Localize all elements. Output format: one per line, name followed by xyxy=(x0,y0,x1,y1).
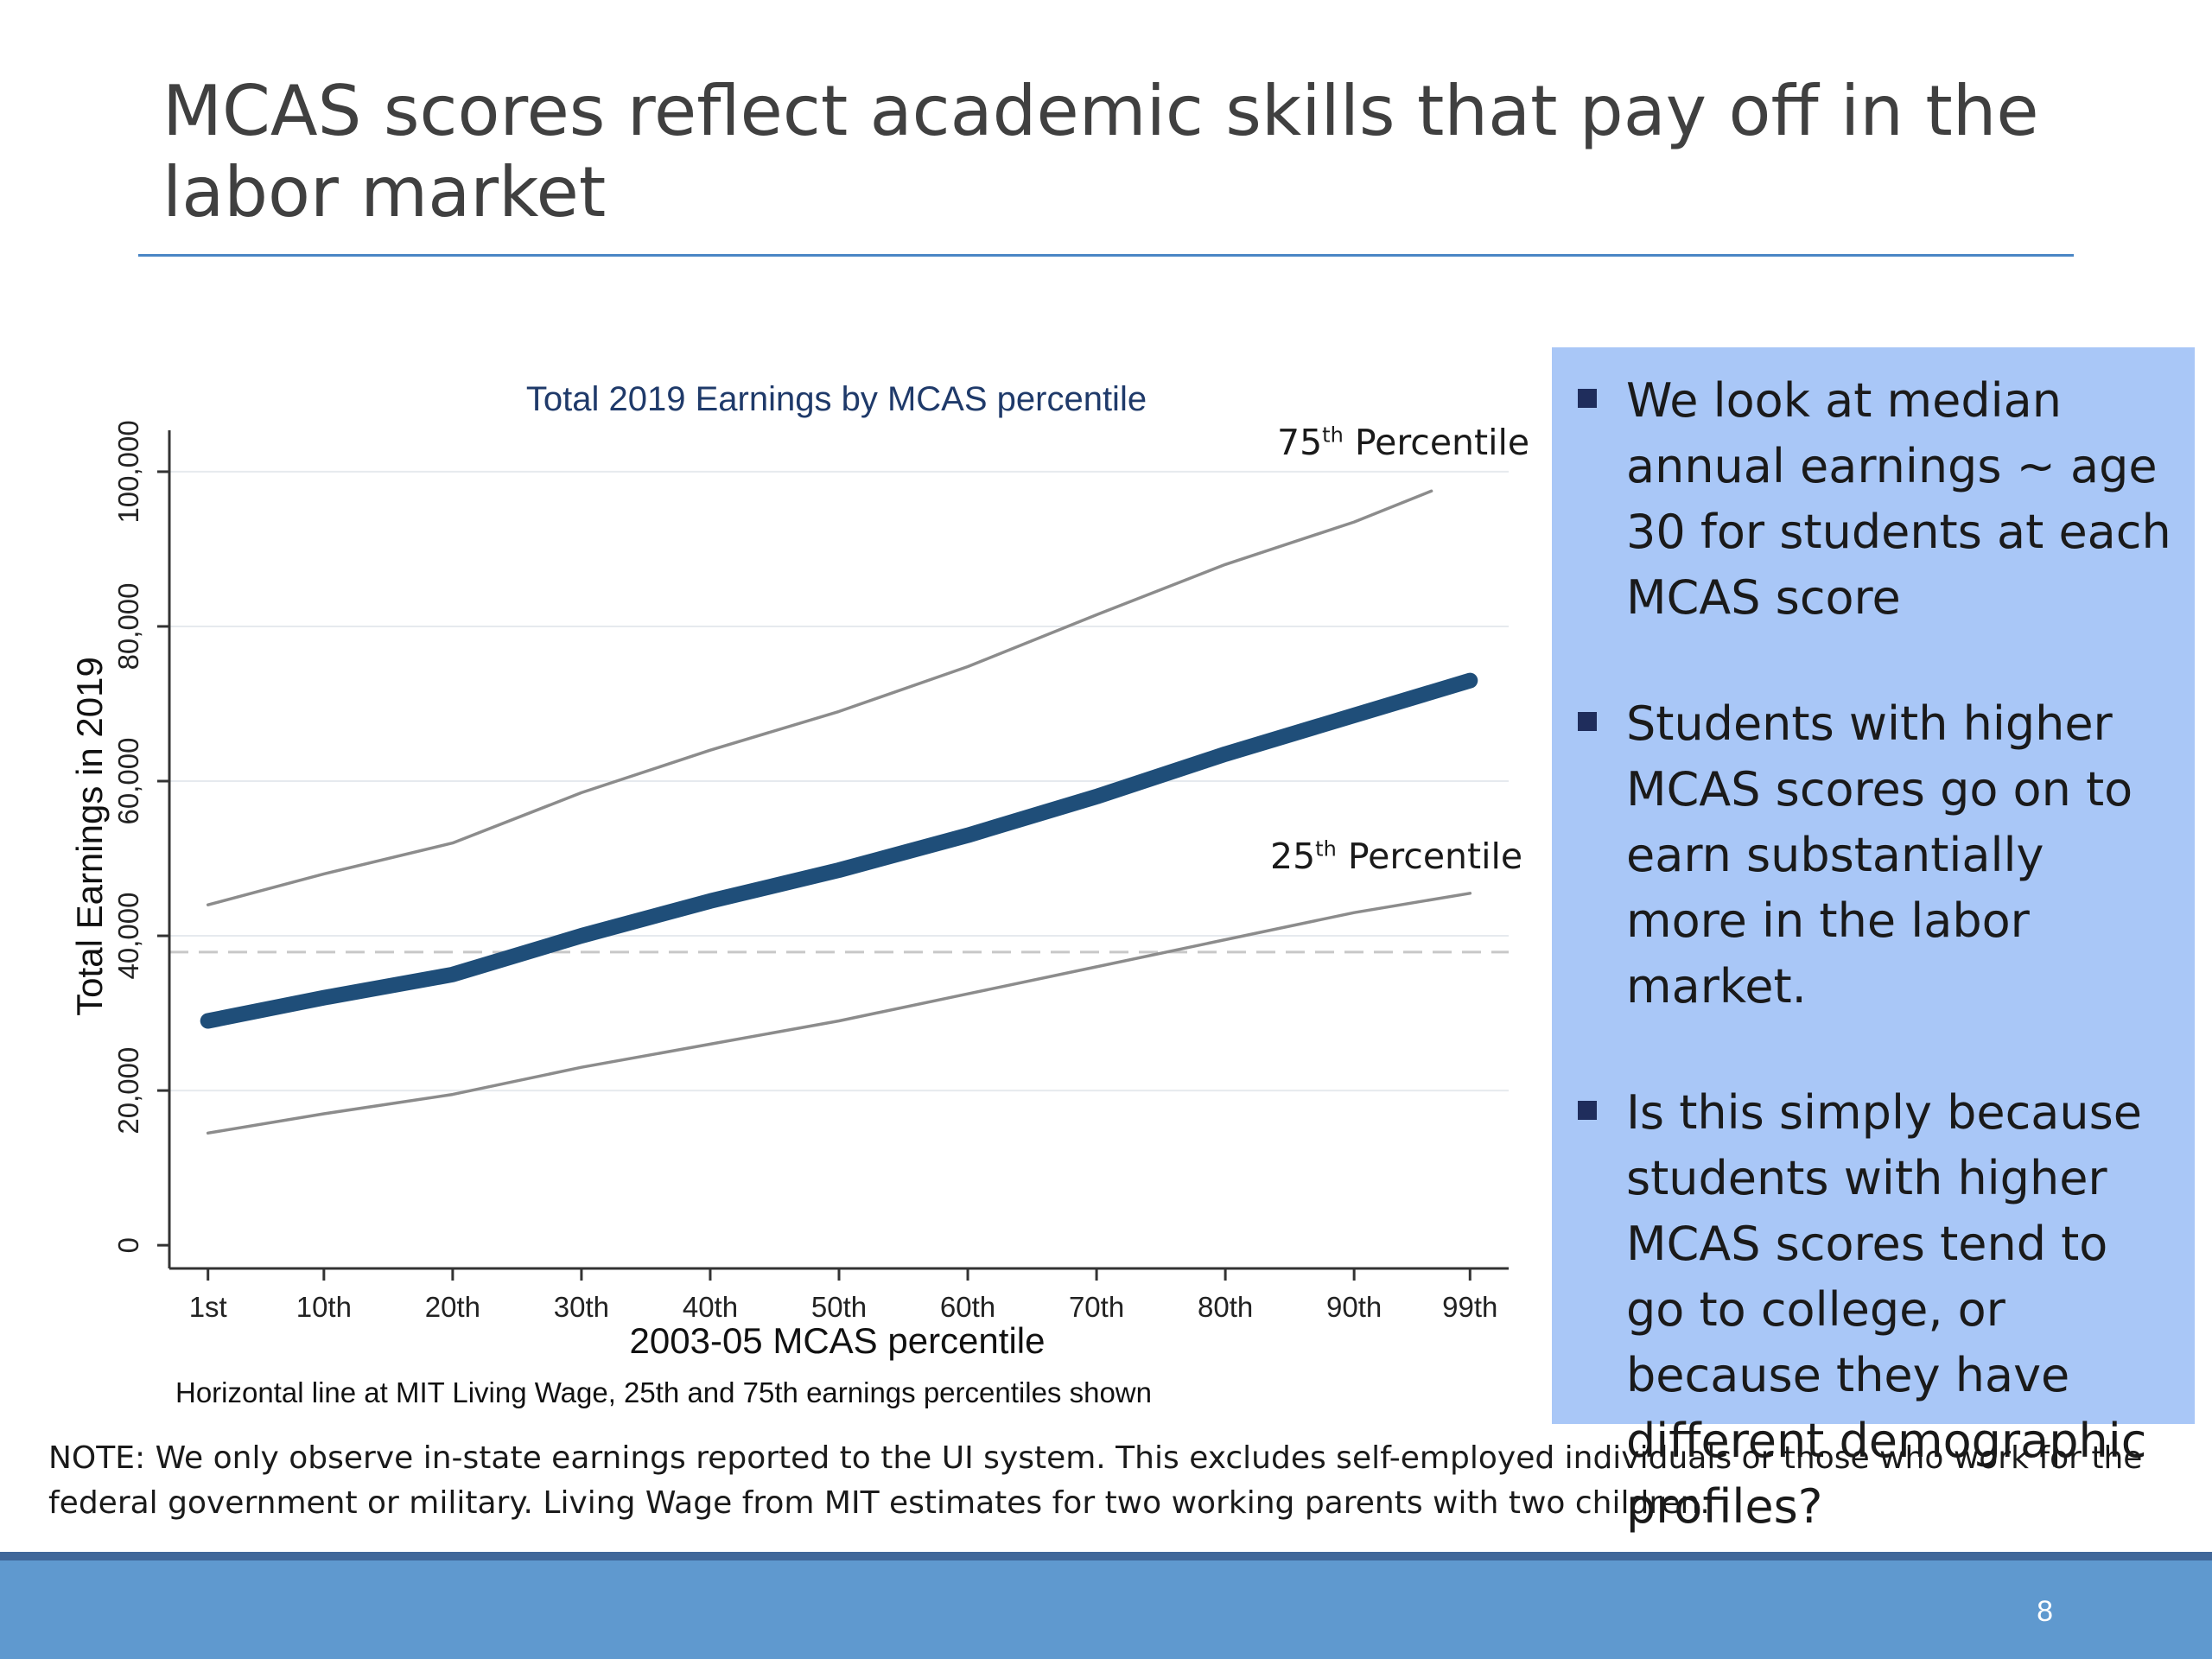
footer-divider xyxy=(0,1552,2212,1560)
page-number: 8 xyxy=(2037,1595,2053,1628)
grid-layer xyxy=(169,470,1509,1092)
footer-bar: 8 xyxy=(0,1560,2212,1659)
y-tick-label-5: 100,000 xyxy=(112,420,144,523)
title-divider xyxy=(138,254,2074,257)
chart-title: Total 2019 Earnings by MCAS percentile xyxy=(526,380,1147,418)
bullet-text: Students with higher MCAS scores go on t… xyxy=(1626,696,2133,1014)
key-points-panel: We look at median annual earnings ~ age … xyxy=(1552,347,2195,1534)
x-tick-label-5: 50th xyxy=(811,1291,867,1323)
series-label-75th-suffix: th xyxy=(1322,423,1344,448)
square-bullet-icon xyxy=(1578,389,1597,408)
x-tick-label-7: 70th xyxy=(1069,1291,1124,1323)
x-tick-label-6: 60th xyxy=(940,1291,995,1323)
x-tick-label-10: 99th xyxy=(1442,1291,1497,1323)
series-label-75th-text: Percentile xyxy=(1343,422,1530,463)
x-tick-label-0: 1st xyxy=(189,1291,227,1323)
y-tick-label-4: 80,000 xyxy=(112,582,144,670)
x-tick-label-2: 20th xyxy=(425,1291,480,1323)
bullet-item-higher-earnings: Students with higher MCAS scores go on t… xyxy=(1578,691,2177,1020)
series-line-median xyxy=(200,672,1478,1029)
y-tick-label-3: 60,000 xyxy=(112,738,144,825)
series-label-25th-suffix: th xyxy=(1315,836,1337,861)
tick-layer: 0 20,000 40,000 60,000 80,000 100,000 1st 10th 2… xyxy=(112,420,1497,1323)
x-tick-label-3: 30th xyxy=(554,1291,609,1323)
series-label-25th-number: 25 xyxy=(1270,836,1316,877)
chart-caption: Horizontal line at MIT Living Wage, 25th… xyxy=(175,1376,1152,1408)
x-tick-label-9: 90th xyxy=(1326,1291,1382,1323)
x-tick-label-1: 10th xyxy=(296,1291,352,1323)
series-line-p25 xyxy=(206,892,1472,1135)
earnings-line-chart: 0 20,000 40,000 60,000 80,000 100,000 1st 10th 2… xyxy=(0,328,1547,1417)
x-tick-label-4: 40th xyxy=(683,1291,738,1323)
y-axis-label: Total Earnings in 2019 xyxy=(69,657,110,1016)
series-label-75th-number: 75 xyxy=(1277,422,1323,463)
bullet-text: Is this simply because students with hig… xyxy=(1626,1085,2147,1534)
x-tick-label-8: 80th xyxy=(1198,1291,1253,1323)
series-label-25th: 25th Percentile xyxy=(1270,836,1522,877)
footnote: NOTE: We only observe in-state earnings … xyxy=(48,1440,2143,1521)
square-bullet-icon xyxy=(1578,1101,1597,1120)
x-axis-label: 2003-05 MCAS percentile xyxy=(630,1320,1046,1361)
chart-background xyxy=(0,328,1547,1417)
square-bullet-icon xyxy=(1578,712,1597,731)
series-line-p75 xyxy=(206,489,1433,906)
bullet-item-median-earnings: We look at median annual earnings ~ age … xyxy=(1578,368,2177,631)
series-layer xyxy=(200,489,1478,1135)
series-label-25th-text: Percentile xyxy=(1336,836,1523,877)
bullet-text: We look at median annual earnings ~ age … xyxy=(1626,373,2171,625)
y-tick-label-0: 0 xyxy=(112,1237,144,1253)
y-tick-label-2: 40,000 xyxy=(112,893,144,980)
series-label-75th: 75th Percentile xyxy=(1277,422,1529,463)
bullet-item-question: Is this simply because students with hig… xyxy=(1578,1080,2177,1540)
y-tick-label-1: 20,000 xyxy=(112,1047,144,1135)
slide-title: MCAS scores reflect academic skills that… xyxy=(162,71,2039,232)
